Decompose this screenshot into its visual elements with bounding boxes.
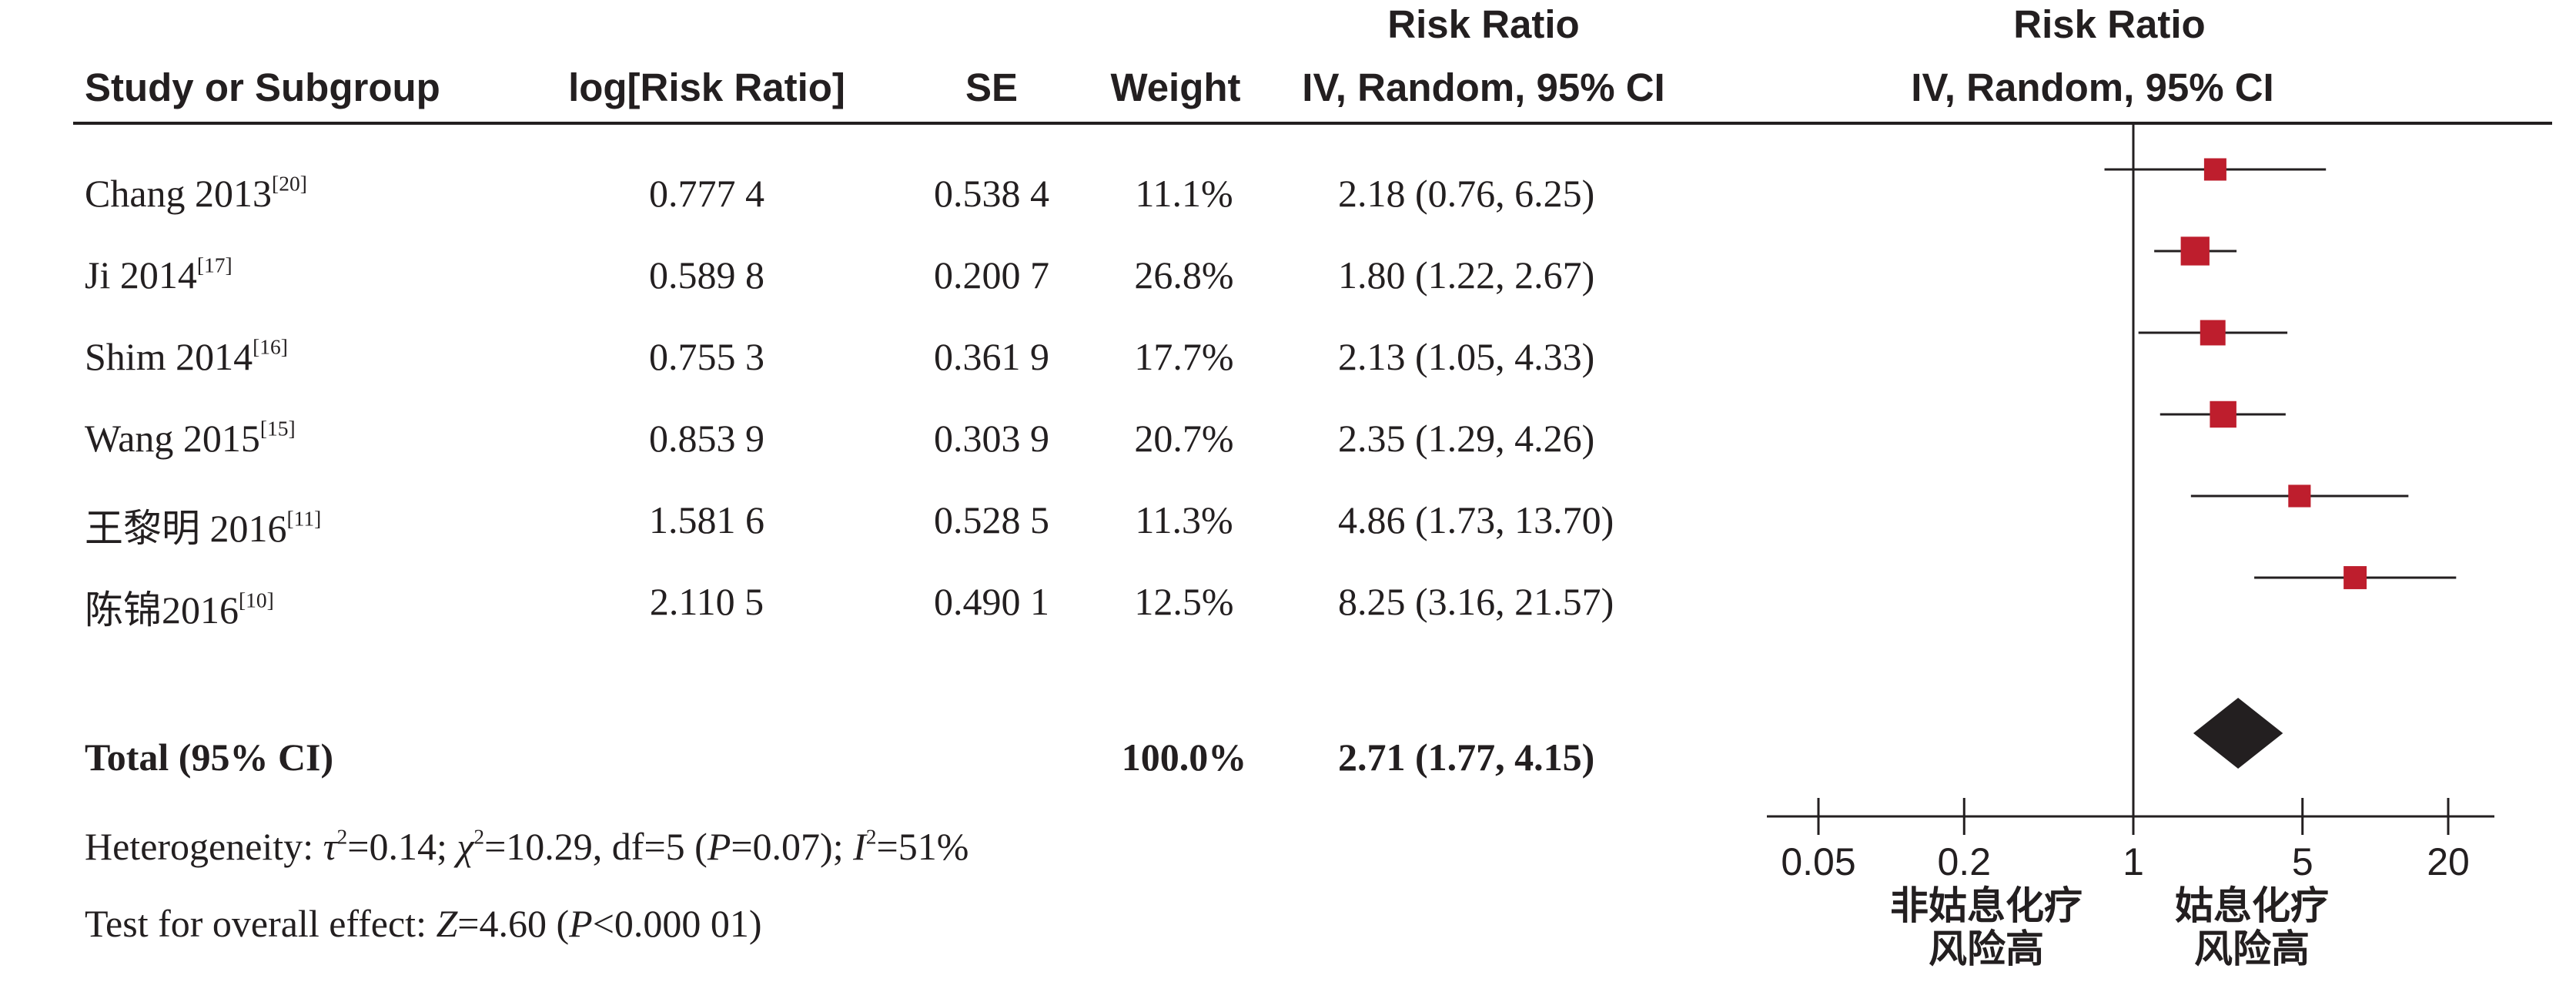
favours-left-line-2: 风险高 [1929, 927, 2044, 970]
study-column-header: Study or Subgroup [85, 65, 440, 109]
study-name-4: Wang 2015[15] [85, 416, 296, 460]
study-marker-4 [2210, 401, 2236, 428]
favours-right-line-2: 风险高 [2194, 927, 2310, 970]
x-tick-label-3: 1 [2123, 840, 2144, 883]
study-se-1: 0.538 4 [934, 172, 1049, 215]
study-ci-1: 2.18 (0.76, 6.25) [1338, 172, 1595, 215]
study-name-2: Ji 2014[17] [85, 253, 233, 297]
x-tick-label-1: 0.05 [1781, 840, 1855, 883]
study-weight-4: 20.7% [1134, 417, 1234, 460]
study-name-3: Shim 2014[16] [85, 334, 288, 378]
se-column-header: SE [965, 65, 1019, 109]
study-marker-5 [2288, 484, 2311, 508]
study-se-3: 0.361 9 [934, 335, 1049, 378]
study-name-5: 王黎明 2016[11] [85, 506, 322, 550]
pooled-diamond [2193, 698, 2283, 769]
study-weight-1: 11.1% [1135, 172, 1233, 215]
study-ci-2: 1.80 (1.22, 2.67) [1338, 253, 1595, 297]
study-weight-3: 17.7% [1134, 335, 1234, 378]
study-se-6: 0.490 1 [934, 580, 1049, 623]
study-weight-5: 11.3% [1135, 498, 1233, 541]
favours-left-line-1: 非姑息化疗 [1890, 884, 2083, 927]
study-name-6: 陈锦2016[10] [85, 588, 274, 632]
study-logrr-1: 0.777 4 [649, 172, 764, 215]
study-marker-6 [2343, 566, 2367, 589]
header-rule [73, 122, 2552, 125]
overall-effect-text: Test for overall effect: Z=4.60 (P<0.000… [85, 902, 762, 945]
rr-column-title: Risk Ratio [1387, 2, 1580, 46]
study-se-5: 0.528 5 [934, 498, 1049, 541]
total-weight: 100.0% [1121, 736, 1247, 779]
study-marker-1 [2203, 158, 2226, 181]
plot-title: Risk Ratio [2013, 2, 2206, 46]
study-logrr-2: 0.589 8 [649, 253, 764, 297]
study-name-1: Chang 2013[20] [85, 171, 307, 215]
study-ci-3: 2.13 (1.05, 4.33) [1338, 335, 1595, 378]
study-se-4: 0.303 9 [934, 417, 1049, 460]
study-se-2: 0.200 7 [934, 253, 1049, 297]
study-logrr-6: 2.110 5 [649, 580, 764, 623]
study-logrr-4: 0.853 9 [649, 417, 764, 460]
study-logrr-5: 1.581 6 [649, 498, 764, 541]
study-ci-6: 8.25 (3.16, 21.57) [1338, 580, 1614, 623]
study-marker-2 [2180, 236, 2210, 266]
plot-subtitle: IV, Random, 95% CI [1911, 65, 2274, 109]
rr-column-subtitle: IV, Random, 95% CI [1302, 65, 1665, 109]
study-ci-5: 4.86 (1.73, 13.70) [1338, 498, 1614, 541]
total-label: Total (95% CI) [85, 736, 334, 779]
heterogeneity-text: Heterogeneity: τ2=0.14; χ2=10.29, df=5 (… [85, 824, 969, 868]
study-ci-4: 2.35 (1.29, 4.26) [1338, 417, 1595, 460]
x-tick-label-4: 5 [2292, 840, 2313, 883]
x-tick-label-2: 0.2 [1938, 840, 1992, 883]
study-weight-2: 26.8% [1134, 253, 1234, 297]
log-rr-column-header: log[Risk Ratio] [568, 65, 845, 109]
total-ci: 2.71 (1.77, 4.15) [1338, 736, 1595, 779]
favours-right-line-1: 姑息化疗 [2175, 884, 2329, 927]
study-weight-6: 12.5% [1134, 580, 1234, 623]
weight-column-header: Weight [1110, 65, 1241, 109]
study-marker-3 [2200, 320, 2226, 346]
x-tick-label-5: 20 [2427, 840, 2470, 883]
study-logrr-3: 0.755 3 [649, 335, 764, 378]
